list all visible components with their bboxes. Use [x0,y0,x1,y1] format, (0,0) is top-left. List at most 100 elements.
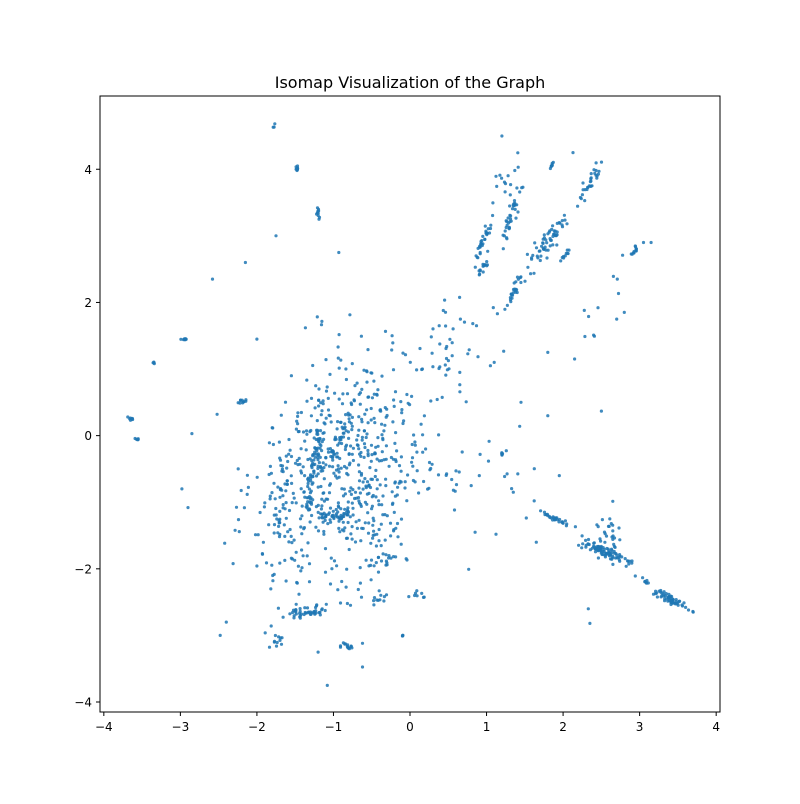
scatter-point [618,538,622,542]
scatter-point [587,314,591,319]
scatter-point [374,495,378,499]
scatter-point [350,428,354,432]
scatter-point [357,470,361,474]
scatter-point [590,184,594,188]
scatter-point [321,461,325,465]
scatter-point [319,484,323,489]
scatter-point [510,207,515,211]
scatter-point [332,516,336,521]
scatter-point [337,366,341,370]
scatter-point [370,495,374,499]
scatter-point [301,430,306,434]
scatter-point [350,415,354,419]
scatter-point [343,422,347,426]
scatter-point [599,548,603,552]
scatter-point [577,543,581,547]
scatter-point [314,605,318,610]
scatter-point [329,520,333,524]
scatter-point [369,418,373,422]
scatter-point [379,593,383,597]
scatter-point [361,487,365,491]
scatter-point [341,435,346,439]
scatter-point [308,520,312,524]
scatter-point [347,417,351,421]
scatter-point [324,358,328,362]
scatter-point [430,462,434,466]
scatter-point [421,433,425,437]
scatter-point [336,420,340,424]
scatter-point [310,513,314,518]
scatter-point [349,421,353,425]
scatter-point [429,335,433,339]
scatter-point [352,398,356,402]
scatter-point [551,243,555,247]
scatter-point [384,563,388,567]
scatter-point [415,450,419,454]
scatter-point [305,432,309,436]
scatter-point [501,233,505,237]
scatter-point [183,337,188,341]
scatter-point [372,379,376,383]
scatter-point [261,540,265,544]
scatter-point [355,526,359,531]
scatter-point [389,556,393,560]
scatter-point [324,515,328,519]
scatter-point [363,521,367,525]
scatter-point [272,640,276,644]
scatter-point [489,223,493,227]
scatter-point [328,414,332,418]
scatter-point [273,633,277,638]
scatter-point [320,608,324,612]
scatter-point [330,514,334,518]
scatter-point [413,443,417,447]
scatter-point [369,558,374,562]
scatter-point [580,193,585,197]
scatter-point [322,499,326,503]
scatter-point [286,459,290,464]
scatter-point [443,363,447,367]
scatter-point [326,396,330,400]
scatter-point [368,466,372,470]
scatter-point [288,448,292,452]
scatter-point [355,443,359,447]
scatter-point [135,438,140,442]
scatter-point [663,599,667,603]
scatter-point [581,181,585,185]
scatter-point [538,249,542,253]
scatter-point [358,491,362,495]
scatter-point [296,411,300,415]
scatter-point [375,532,379,536]
scatter-point [530,256,534,260]
scatter-point [313,446,317,450]
scatter-point [362,455,366,459]
scatter-point [303,326,307,330]
scatter-point [359,454,363,458]
scatter-point [357,463,361,467]
scatter-point [492,360,496,364]
scatter-point [612,551,617,555]
scatter-point [337,505,341,509]
scatter-point [454,483,459,487]
scatter-point [305,611,309,615]
scatter-point [282,523,286,527]
scatter-point [342,487,346,491]
scatter-point [276,485,280,489]
scatter-point [417,491,421,495]
scatter-point [315,430,319,434]
scatter-point [356,433,360,438]
scatter-point [380,450,384,454]
scatter-point [641,576,645,580]
scatter-point [400,411,404,415]
scatter-point [299,612,304,616]
scatter-point [440,395,444,399]
scatter-point [583,199,587,203]
scatter-point [329,556,333,560]
scatter-point [399,400,403,404]
scatter-point [523,279,527,283]
scatter-point [500,134,504,138]
scatter-point [294,602,298,606]
scatter-point [285,482,289,486]
scatter-point [515,275,520,279]
scatter-point [307,487,311,491]
scatter-point [383,513,387,517]
